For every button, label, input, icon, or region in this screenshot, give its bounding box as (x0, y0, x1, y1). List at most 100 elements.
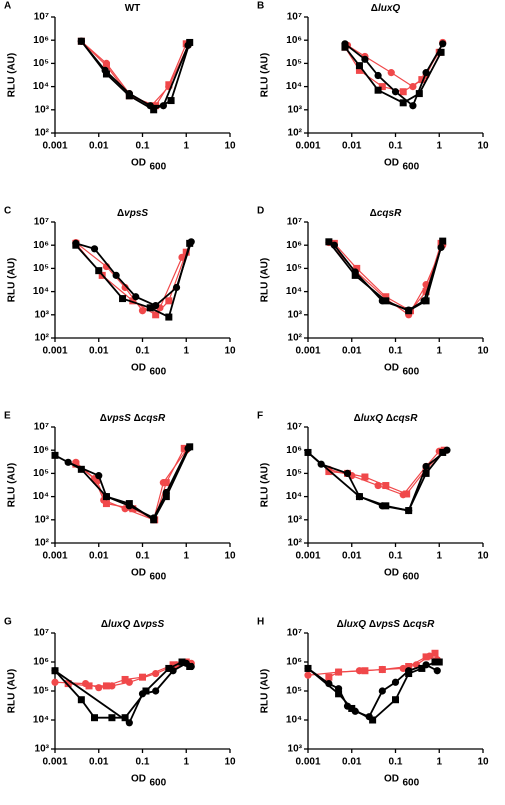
y-axis-label: RLU (AU) (7, 669, 18, 713)
data-point (341, 43, 349, 51)
data-point (162, 479, 170, 487)
y-tick-label: 10⁴ (33, 286, 49, 297)
data-point (90, 245, 99, 253)
data-point (304, 671, 312, 679)
data-point (415, 90, 423, 98)
y-tick-label: 10⁷ (34, 422, 49, 433)
x-axis-label-subscript: 600 (150, 162, 167, 173)
x-tick-label: 1 (183, 141, 189, 152)
y-tick-label: 10³ (35, 309, 50, 320)
x-tick-label: 0.01 (342, 141, 362, 152)
data-point (165, 313, 173, 321)
data-point (102, 682, 110, 690)
y-tick-label: 10⁷ (287, 422, 302, 433)
data-point (361, 667, 369, 675)
x-axis-label-subscript: 600 (403, 572, 420, 583)
data-point (146, 304, 154, 312)
data-point (348, 704, 356, 712)
data-point (121, 675, 129, 683)
data-point (162, 493, 170, 501)
data-point (422, 653, 430, 661)
data-point (422, 297, 430, 305)
data-point (152, 311, 160, 319)
data-point (72, 241, 80, 249)
y-tick-label: 10³ (35, 514, 50, 525)
x-tick-label: 10 (224, 141, 236, 152)
x-tick-label: 10 (477, 346, 489, 357)
data-point (186, 662, 194, 670)
y-tick-label: 10⁶ (33, 445, 49, 456)
data-point (439, 40, 447, 48)
data-point (437, 48, 445, 56)
data-point (186, 38, 194, 46)
x-tick-label: 10 (477, 551, 489, 562)
x-tick-label: 1 (436, 346, 442, 357)
data-point (152, 687, 160, 695)
data-point (169, 661, 177, 669)
data-point (304, 448, 312, 456)
y-tick-label: 10⁶ (286, 445, 302, 456)
data-point (132, 293, 140, 301)
y-tick-label: 10³ (288, 309, 303, 320)
data-point (405, 670, 413, 678)
x-axis-label: OD (384, 568, 399, 579)
data-point (77, 37, 85, 45)
y-tick-label: 10⁴ (33, 715, 49, 726)
data-point (165, 81, 173, 89)
data-point (165, 297, 173, 305)
data-point (343, 469, 352, 477)
y-tick-label: 10² (288, 333, 303, 344)
x-tick-label: 10 (477, 757, 489, 768)
y-tick-label: 10⁷ (34, 628, 49, 639)
data-point (392, 696, 399, 704)
x-tick-label: 0.1 (389, 346, 403, 357)
panel-letter: H (257, 617, 264, 628)
x-tick-label: 0.1 (136, 141, 150, 152)
y-tick-label: 10⁷ (287, 628, 302, 639)
data-point (387, 69, 395, 77)
data-point (167, 97, 175, 105)
data-point (422, 69, 430, 77)
y-tick-label: 10⁴ (33, 81, 49, 92)
x-tick-label: 0.01 (89, 551, 109, 562)
series-line (80, 40, 189, 107)
y-tick-label: 10⁵ (33, 468, 49, 479)
x-tick-label: 10 (224, 346, 236, 357)
data-point (378, 666, 386, 674)
data-point (95, 472, 103, 480)
data-point (125, 92, 133, 100)
y-tick-label: 10³ (288, 104, 303, 115)
data-point (399, 88, 407, 96)
data-point (121, 714, 129, 722)
data-point (152, 301, 160, 310)
y-axis-label: RLU (AU) (260, 53, 271, 97)
x-axis-label-subscript: 600 (150, 367, 167, 378)
y-tick-label: 10³ (35, 104, 50, 115)
x-axis-label-subscript: 600 (150, 778, 167, 789)
panel-title: ΔluxQ ΔvpsS (101, 619, 165, 630)
x-axis-label-subscript: 600 (150, 572, 167, 583)
panel: H ΔluxQ ΔvpsS ΔcqsR RLU (AU) OD 600 10³ 10⁴ 10⁵… (257, 617, 489, 789)
data-point (418, 76, 426, 84)
y-axis-label: RLU (AU) (7, 463, 18, 507)
data-point (102, 62, 110, 70)
data-point (325, 673, 333, 681)
series-line (80, 40, 191, 111)
y-tick-label: 10⁴ (286, 491, 302, 502)
y-tick-label: 10⁴ (286, 286, 302, 297)
y-tick-label: 10² (35, 333, 50, 344)
panel-letter: B (257, 1, 264, 12)
panel-title: ΔcqsR (370, 208, 402, 219)
y-tick-label: 10⁷ (287, 217, 302, 228)
x-axis-label: OD (131, 158, 146, 169)
data-point (138, 307, 147, 315)
y-tick-label: 10² (288, 538, 303, 549)
x-tick-label: 1 (183, 346, 189, 357)
y-tick-label: 10² (35, 538, 50, 549)
y-tick-label: 10⁶ (286, 35, 302, 46)
data-point (85, 682, 93, 690)
y-tick-label: 10⁵ (33, 686, 49, 697)
y-tick-label: 10⁶ (33, 35, 49, 46)
x-tick-label: 0.001 (295, 757, 320, 768)
data-point (121, 283, 129, 292)
